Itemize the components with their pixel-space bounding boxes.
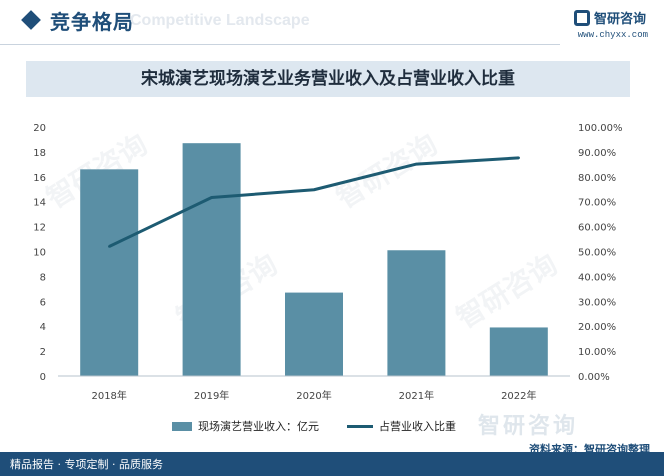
line-point — [210, 196, 213, 199]
left-tick-label: 6 — [40, 297, 46, 308]
right-axis: 0.00% 10.00% 20.00% 30.00% 40.00% 50.00% 60.00… — [578, 123, 623, 383]
footer-band — [0, 452, 664, 476]
legend: 现场演艺营业收入：亿元 占营业收入比重 — [172, 418, 456, 434]
left-axis: 0 2 4 6 8 10 12 14 16 18 20 — [33, 123, 46, 383]
series-line — [108, 156, 519, 248]
line-point — [312, 188, 316, 191]
x-tick-label: 2020年 — [296, 389, 331, 402]
brand-url: www.chyxx.com — [577, 30, 648, 40]
right-tick-label: 100.00% — [578, 123, 623, 134]
right-tick-label: 60.00% — [578, 223, 616, 234]
line-point — [517, 156, 520, 160]
bar-series — [80, 143, 548, 376]
bar — [489, 327, 548, 376]
footer-tagline: 精品报告 · 专项定制 · 品质服务 — [10, 458, 163, 471]
right-tick-label: 70.00% — [578, 198, 616, 209]
left-tick-label: 12 — [33, 223, 46, 234]
left-tick-label: 10 — [33, 248, 46, 259]
left-tick-label: 18 — [33, 148, 46, 159]
brand: 智研咨询 — [573, 8, 646, 27]
right-tick-label: 30.00% — [578, 297, 616, 308]
x-tick-label: 2018年 — [91, 389, 126, 402]
chart-title: 宋城演艺现场演艺业务营业收入及占营业收入比重 — [26, 61, 630, 97]
brand-logo-icon — [573, 9, 590, 26]
left-tick-label: 20 — [33, 123, 46, 134]
right-tick-label: 40.00% — [578, 272, 616, 283]
section-title: 竞争格局 — [50, 10, 134, 34]
bar — [80, 169, 139, 376]
legend-label-line: 占营业收入比重 — [379, 420, 456, 433]
right-tick-label: 20.00% — [578, 322, 616, 333]
x-tick-label: 2021年 — [399, 389, 434, 402]
header: 竞争格局 Competitive Landscape 智研咨询 www.chyx… — [0, 0, 664, 50]
right-tick-label: 80.00% — [578, 173, 616, 184]
left-tick-label: 0 — [40, 372, 46, 383]
bar — [285, 292, 343, 376]
header-divider — [0, 44, 560, 45]
bar — [182, 143, 241, 376]
legend-item-line: 占营业收入比重 — [347, 418, 456, 434]
right-tick-label: 10.00% — [578, 347, 616, 358]
right-tick-label: 50.00% — [578, 248, 616, 259]
line-point — [415, 162, 418, 166]
x-axis-labels: 2018年 2019年 2020年 2021年 2022年 — [91, 389, 536, 402]
right-tick-label: 0.00% — [578, 372, 610, 383]
legend-item-bar: 现场演艺营业收入：亿元 — [172, 418, 319, 434]
left-tick-label: 16 — [33, 173, 46, 184]
left-tick-label: 4 — [40, 322, 46, 333]
line-point — [108, 245, 111, 248]
x-tick-label: 2019年 — [194, 389, 229, 402]
section-subtitle: Competitive Landscape — [130, 12, 310, 29]
footer-brand-watermark: 智研咨询 — [478, 414, 579, 439]
legend-swatch-line — [347, 424, 373, 428]
legend-swatch-bar — [172, 421, 192, 431]
legend-label-bar: 现场演艺营业收入：亿元 — [198, 420, 319, 433]
x-tick-label: 2022年 — [501, 389, 536, 402]
brand-name: 智研咨询 — [593, 12, 646, 27]
left-tick-label: 8 — [40, 272, 46, 283]
right-tick-label: 90.00% — [578, 148, 616, 159]
left-tick-label: 2 — [40, 347, 46, 358]
left-tick-label: 14 — [33, 198, 46, 209]
line-series — [108, 156, 520, 248]
bar — [387, 250, 446, 376]
